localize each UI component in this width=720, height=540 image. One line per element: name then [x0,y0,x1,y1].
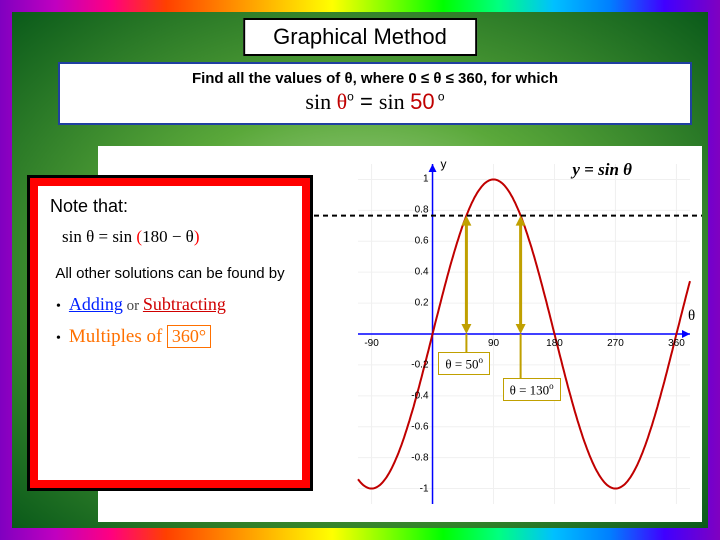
note-title: Note that: [50,196,290,217]
axis-theta-label: θ [688,308,695,325]
title-text: Graphical Method [273,24,447,49]
solution-label-50: θ = 50o [438,352,490,375]
question-line-1: Find all the values of θ, where 0 ≤ θ ≤ … [72,70,678,87]
solution-label-130: θ = 130o [503,378,561,401]
svg-text:y: y [441,157,447,171]
bullet-multiples: •Multiples of 360° [56,325,290,348]
bullet-add-sub: •Adding or Subtracting [56,294,290,315]
identity-equation: sin θ = sin (180 − θ) [62,227,290,247]
page-title: Graphical Method [243,18,477,56]
curve-label: y = sin θ [572,160,632,180]
question-equation: sin θo = sin 50 o [72,89,678,115]
note-box: Note that: sin θ = sin (180 − θ) All oth… [30,178,310,488]
note-subtext: All other solutions can be found by [50,265,290,282]
question-box: Find all the values of θ, where 0 ≤ θ ≤ … [58,62,692,125]
